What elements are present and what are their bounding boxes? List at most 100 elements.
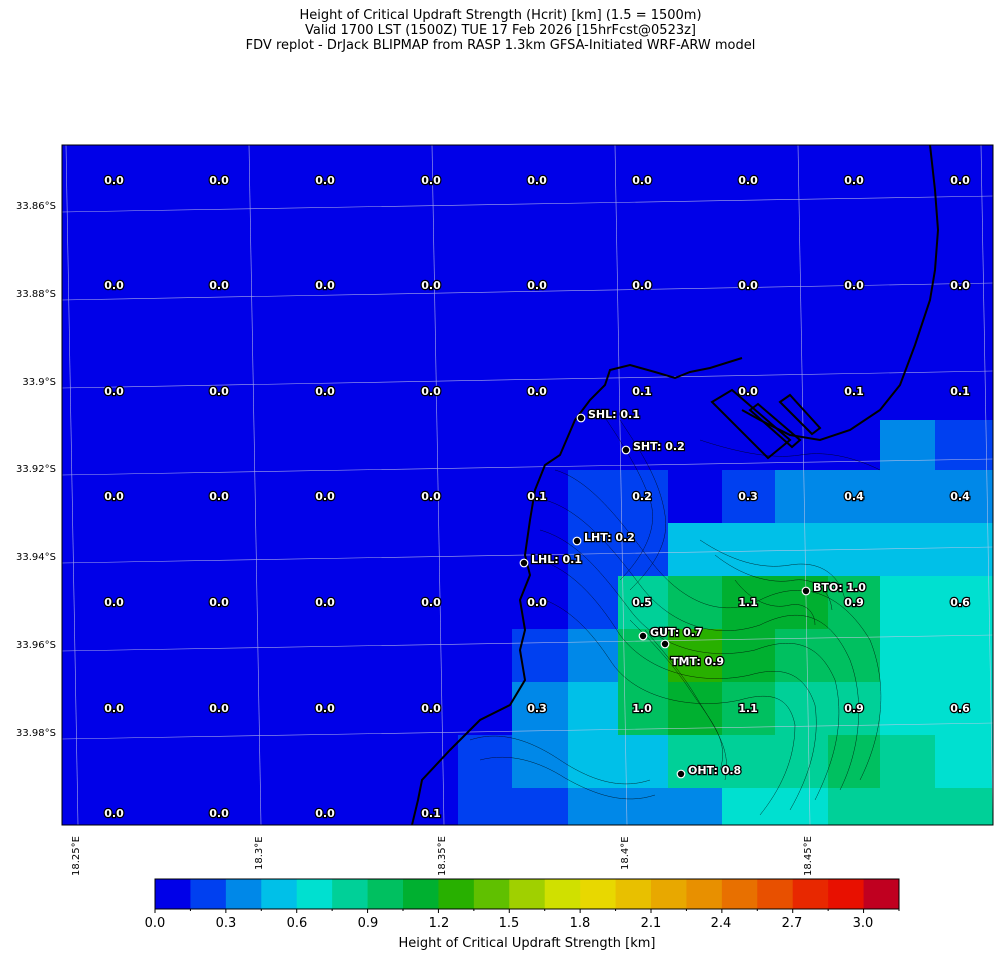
lat-tick-label: 33.98°S bbox=[16, 728, 56, 739]
colorbar-swatch bbox=[403, 879, 439, 909]
gridline bbox=[248, 145, 262, 825]
gridline bbox=[62, 458, 993, 476]
colorbar-swatch bbox=[261, 879, 298, 909]
colorbar-tick: 1.8 bbox=[569, 916, 591, 931]
station-dot bbox=[638, 631, 648, 641]
cell bbox=[618, 576, 668, 629]
cell bbox=[458, 788, 512, 825]
lon-tick-label: 18.45°E bbox=[803, 836, 814, 876]
cell bbox=[568, 682, 618, 735]
colorbar-swatch bbox=[792, 879, 829, 909]
grid-value-label: 0.0 bbox=[950, 174, 970, 187]
colorbar-tick: 3.0 bbox=[852, 916, 874, 931]
colorbar-tick: 2.7 bbox=[781, 916, 803, 931]
station-label: TMT: 0.9 bbox=[671, 655, 724, 668]
station-dot bbox=[519, 558, 529, 568]
grid-value-label: 0.0 bbox=[738, 385, 758, 398]
grid-value-label: 0.0 bbox=[315, 702, 335, 715]
grid-value-label: 0.0 bbox=[209, 702, 229, 715]
grid-value-label: 0.0 bbox=[421, 702, 441, 715]
gridline bbox=[62, 195, 993, 213]
grid-value-label: 0.1 bbox=[950, 385, 970, 398]
cell bbox=[775, 470, 880, 523]
grid-value-label: 0.4 bbox=[950, 490, 970, 503]
grid-value-label: 0.0 bbox=[421, 174, 441, 187]
grid-value-label: 0.0 bbox=[527, 385, 547, 398]
contour bbox=[714, 554, 833, 611]
cell bbox=[512, 788, 568, 825]
grid-value-label: 0.0 bbox=[104, 807, 124, 820]
gridline bbox=[62, 370, 993, 389]
grid-value-label: 0.0 bbox=[421, 385, 441, 398]
terrain-contours bbox=[469, 409, 882, 816]
coastline bbox=[411, 357, 743, 825]
cell bbox=[722, 788, 828, 825]
grid-value-label: 1.0 bbox=[632, 702, 652, 715]
colorbar-tick: 0.9 bbox=[357, 916, 379, 931]
lat-tick-label: 33.94°S bbox=[16, 552, 56, 563]
cell bbox=[722, 470, 775, 523]
contour bbox=[599, 409, 653, 581]
grid-value-label: 0.9 bbox=[844, 596, 864, 609]
contour bbox=[619, 419, 667, 591]
colorbar-tick: 0.0 bbox=[144, 916, 166, 931]
gridline bbox=[431, 145, 445, 825]
colorbar-swatch bbox=[757, 879, 794, 909]
grid-value-label: 1.1 bbox=[738, 596, 758, 609]
grid-value-label: 0.0 bbox=[209, 490, 229, 503]
grid-value-label: 0.2 bbox=[632, 490, 652, 503]
colorbar-swatch bbox=[544, 879, 581, 909]
colorbar bbox=[154, 878, 900, 913]
grid-value-label: 0.0 bbox=[104, 279, 124, 292]
colorbar-tick: 1.2 bbox=[428, 916, 450, 931]
cell bbox=[568, 735, 668, 788]
grid-value-label: 0.9 bbox=[844, 702, 864, 715]
cell bbox=[880, 629, 993, 682]
gridline bbox=[62, 634, 993, 652]
harbour-pier-2 bbox=[778, 393, 822, 436]
colorbar-swatch bbox=[296, 879, 333, 909]
grid-value-label: 0.0 bbox=[104, 174, 124, 187]
grid-value-label: 0.0 bbox=[738, 174, 758, 187]
grid-value-label: 0.0 bbox=[738, 279, 758, 292]
grid-value-label: 0.0 bbox=[315, 807, 335, 820]
cell bbox=[935, 735, 993, 788]
grid-value-label: 0.1 bbox=[527, 490, 547, 503]
cell bbox=[568, 523, 668, 576]
lat-tick-label: 33.86°S bbox=[16, 201, 56, 212]
grid-value-label: 0.0 bbox=[421, 490, 441, 503]
grid-value-label: 0.6 bbox=[950, 596, 970, 609]
grid-value-label: 0.1 bbox=[632, 385, 652, 398]
grid-value-label: 0.0 bbox=[315, 174, 335, 187]
contour bbox=[734, 579, 816, 626]
grid-value-label: 0.0 bbox=[315, 596, 335, 609]
contour bbox=[539, 559, 817, 811]
grid-value-label: 0.0 bbox=[209, 807, 229, 820]
colorbar-swatch bbox=[332, 879, 369, 909]
grid-value-label: 0.0 bbox=[421, 596, 441, 609]
cell bbox=[880, 420, 935, 523]
grid-value-label: 0.0 bbox=[209, 596, 229, 609]
grid-value-label: 0.1 bbox=[421, 807, 441, 820]
grid-value-label: 0.4 bbox=[844, 490, 864, 503]
grid-value-label: 0.6 bbox=[950, 702, 970, 715]
cell bbox=[668, 735, 775, 788]
contour bbox=[544, 499, 859, 791]
station-label: SHT: 0.2 bbox=[633, 440, 685, 453]
colorbar-tick: 1.5 bbox=[498, 916, 520, 931]
contour bbox=[629, 619, 723, 771]
lon-tick-label: 18.4°E bbox=[620, 836, 631, 870]
cell bbox=[880, 523, 993, 576]
colorbar-tick: 0.6 bbox=[286, 916, 308, 931]
cell bbox=[568, 470, 668, 523]
cell bbox=[512, 682, 568, 735]
colorbar-label: Height of Critical Updraft Strength [km] bbox=[398, 936, 656, 951]
gridline bbox=[614, 145, 628, 825]
graticule bbox=[62, 145, 993, 825]
cell bbox=[722, 576, 828, 629]
contour bbox=[539, 529, 840, 801]
grid-value-label: 0.0 bbox=[950, 279, 970, 292]
cell bbox=[880, 682, 993, 735]
grid-value-label: 0.0 bbox=[632, 174, 652, 187]
